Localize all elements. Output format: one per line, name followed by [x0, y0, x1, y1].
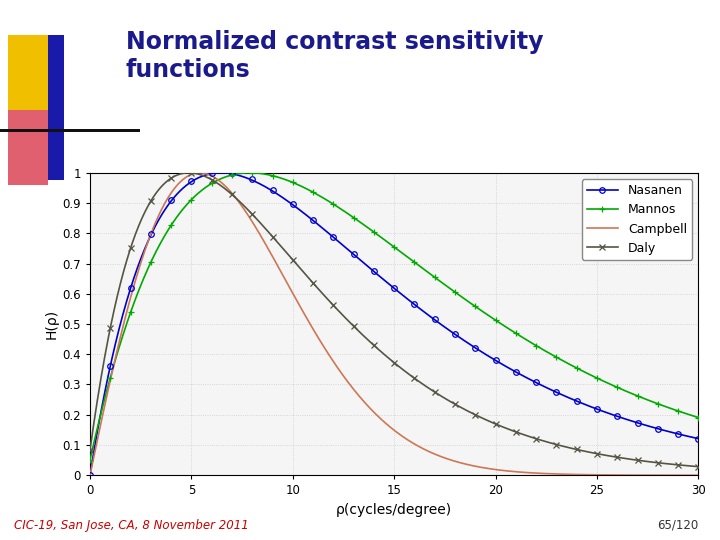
Bar	[0, 129, 140, 132]
X-axis label: ρ(cycles/degree): ρ(cycles/degree)	[336, 503, 452, 517]
Bar	[8, 35, 48, 110]
Text: Normalized contrast sensitivity
functions: Normalized contrast sensitivity function…	[126, 30, 544, 82]
Text: 65/120: 65/120	[657, 519, 698, 532]
Bar	[8, 110, 48, 185]
Text: CIC-19, San Jose, CA, 8 November 2011: CIC-19, San Jose, CA, 8 November 2011	[14, 519, 249, 532]
Legend: Nasanen, Mannos, Campbell, Daly: Nasanen, Mannos, Campbell, Daly	[582, 179, 692, 260]
Y-axis label: H(ρ): H(ρ)	[44, 309, 58, 339]
Bar	[48, 35, 64, 180]
